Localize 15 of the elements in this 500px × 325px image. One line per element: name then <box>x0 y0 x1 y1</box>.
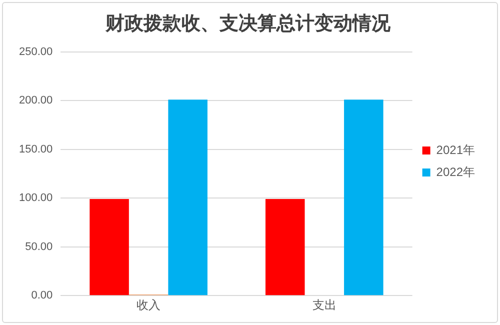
y-tick-label: 100.00 <box>18 192 53 204</box>
bar <box>265 199 305 296</box>
chart-title: 财政拨款收、支决算总计变动情况 <box>104 12 392 34</box>
x-tick-label: 收入 <box>136 298 161 312</box>
y-tick-label: 150.00 <box>18 143 53 156</box>
y-tick-label: 0.00 <box>31 290 53 302</box>
bar <box>344 100 384 296</box>
legend-label: 2021年 <box>436 142 476 157</box>
bar <box>90 199 129 296</box>
y-tick-label: 250.00 <box>18 46 53 58</box>
legend-label: 2022年 <box>436 164 476 179</box>
y-tick-label: 200.00 <box>18 94 53 107</box>
bar <box>168 100 208 296</box>
y-tick-label: 50.00 <box>25 240 53 253</box>
x-tick-label: 支出 <box>312 298 336 312</box>
